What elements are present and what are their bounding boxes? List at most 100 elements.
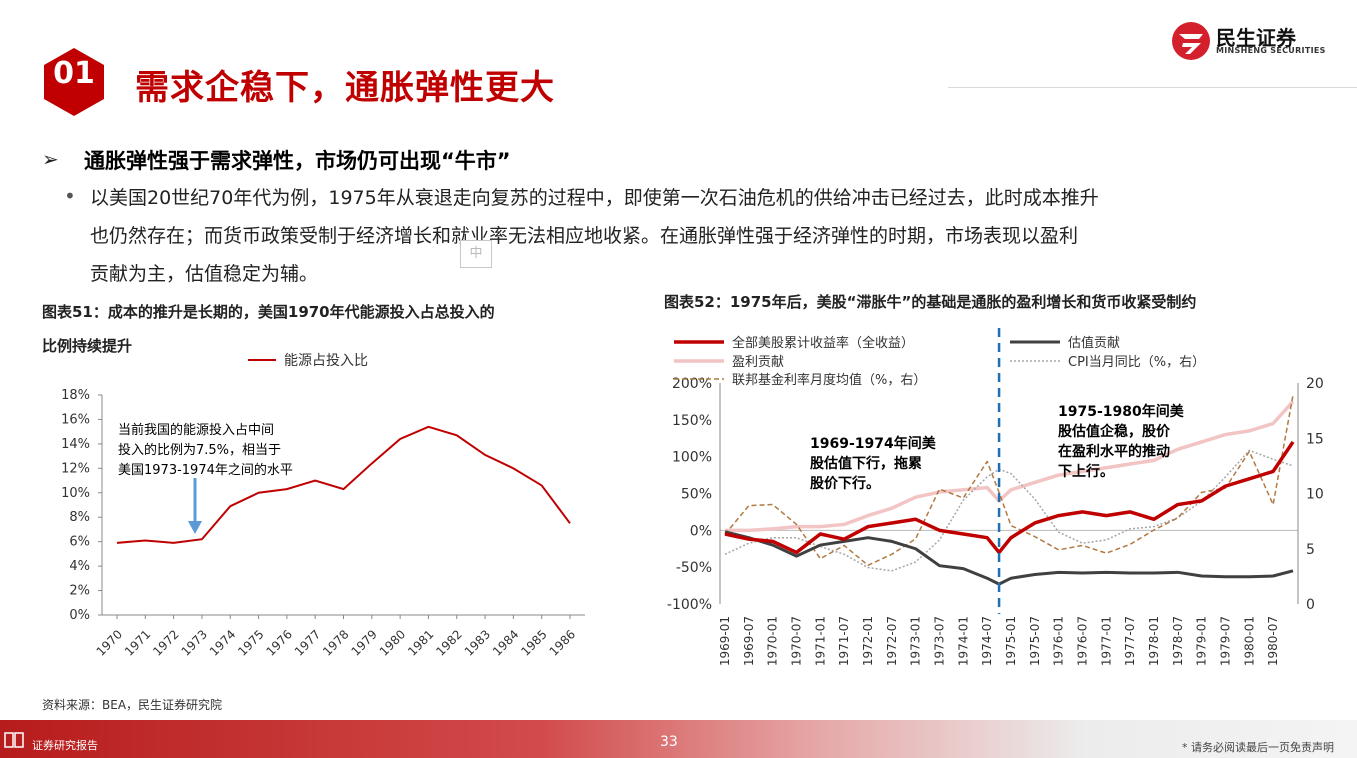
chart2-right-tick-label: 0 bbox=[1306, 597, 1315, 613]
chart2-series-line bbox=[725, 400, 1295, 533]
annotation-right-line-1: 1975-1980年间美 bbox=[1058, 403, 1185, 420]
footer-label: 证券研究报告 bbox=[32, 739, 98, 752]
chart2-x-tick-label: 1978-07 bbox=[1171, 616, 1185, 666]
section-heading: 通胀弹性强于需求弹性，市场仍可出现“牛市” bbox=[84, 149, 511, 173]
chart1-y-tick-label: 10% bbox=[61, 486, 90, 501]
title-divider bbox=[948, 87, 1357, 88]
chart2-x-tick-label: 1974-01 bbox=[956, 616, 970, 666]
page-title: 需求企稳下，通胀弹性更大 bbox=[135, 68, 555, 108]
chart1-x-tick-label: 1972 bbox=[150, 627, 181, 658]
chart2-x-tick-label: 1977-01 bbox=[1099, 616, 1113, 666]
section-number: 01 bbox=[53, 56, 95, 91]
chart1-series bbox=[116, 425, 571, 544]
chart2-annotation-left: 1969-1974年间美 股估值下行，拖累 股价下行。 bbox=[810, 435, 937, 492]
chart1-x-tick-label: 1983 bbox=[462, 627, 493, 658]
book-icon bbox=[4, 732, 24, 748]
chart2-axes bbox=[719, 383, 1299, 604]
chart1-x-tick-label: 1981 bbox=[405, 627, 436, 658]
annotation-left-line-1: 1969-1974年间美 bbox=[810, 435, 937, 452]
logo-name: 民生证券 bbox=[1216, 26, 1296, 50]
chart2-x-tick-label: 1973-07 bbox=[932, 616, 946, 666]
section-badge bbox=[44, 48, 104, 116]
chart2-x-tick-label: 1976-01 bbox=[1052, 616, 1066, 666]
chart2-x-tick-label: 1971-01 bbox=[813, 616, 827, 666]
chart2-series bbox=[724, 395, 1295, 586]
chart2-x-tick-label: 1974-07 bbox=[980, 616, 994, 666]
body-line-2: 也仍然存在；而货币政策受制于经济增长和就业率无法相应地收紧。在通胀弹性强于经济弹… bbox=[90, 225, 1079, 247]
chart2-x-tick-label: 1980-07 bbox=[1266, 616, 1280, 666]
chart2-left-tick-label: 100% bbox=[672, 450, 712, 466]
annotation-line-3: 美国1973-1974年之间的水平 bbox=[118, 462, 293, 478]
logo-icon bbox=[1172, 22, 1210, 60]
chart1-x-tick-labels: 1970197119721973197419751976197719781979… bbox=[94, 627, 578, 658]
chart2-x-tick-label: 1978-01 bbox=[1147, 616, 1161, 666]
chart1-axes bbox=[98, 394, 585, 619]
chart1-x-tick-label: 1975 bbox=[235, 627, 266, 658]
chart2-series-line bbox=[724, 440, 1295, 555]
chart1-legend-label: 能源占投入比 bbox=[284, 353, 368, 369]
chart2-right-tick-label: 10 bbox=[1306, 487, 1324, 503]
chart2-series-line bbox=[724, 449, 1294, 572]
chart2-right-tick-labels: 20 15 10 5 0 bbox=[1306, 376, 1324, 613]
chart2-x-tick-label: 1972-01 bbox=[861, 616, 875, 666]
chart1-y-tick-label: 12% bbox=[61, 461, 90, 476]
annotation-right-line-4: 下上行。 bbox=[1058, 463, 1114, 480]
chart1-x-tick-label: 1985 bbox=[518, 627, 549, 658]
chart1-x-tick-label: 1978 bbox=[320, 627, 351, 658]
chart2-legend-label: CPI当月同比（%，右） bbox=[1068, 355, 1205, 370]
chart1-y-tick-label: 0% bbox=[69, 608, 90, 623]
chart2-x-tick-label: 1969-07 bbox=[742, 616, 756, 666]
chart2-x-tick-label: 1969-01 bbox=[718, 616, 732, 666]
chart1-x-tick-label: 1976 bbox=[263, 627, 294, 658]
chart1-x-tick-label: 1984 bbox=[490, 627, 521, 658]
chart2-x-tick-label: 1970-01 bbox=[766, 616, 780, 666]
chart1-annotation: 当前我国的能源投入占中间 投入的比例为7.5%，相当于 美国1973-1974年… bbox=[118, 422, 293, 478]
annotation-left-line-2: 股估值下行，拖累 bbox=[810, 455, 922, 472]
ime-indicator[interactable]: 中 bbox=[460, 240, 492, 268]
chart1-x-tick-label: 1977 bbox=[292, 627, 323, 658]
disclaimer[interactable]: * 请务必阅读最后一页免责声明 bbox=[1182, 741, 1334, 754]
chart1-x-tick-label: 1982 bbox=[433, 627, 464, 658]
chart2-series-line bbox=[724, 530, 1294, 586]
chart2-left-tick-label: -50% bbox=[676, 560, 712, 576]
chart2-x-tick-label: 1975-01 bbox=[1004, 616, 1018, 666]
chart2-right-tick-label: 5 bbox=[1306, 542, 1315, 558]
chart1-y-tick-label: 16% bbox=[61, 412, 90, 427]
chart2-x-tick-label: 1973-01 bbox=[909, 616, 923, 666]
chart2-x-tick-labels: 1969-01 1969-07 1970-01 1970-07 1971-01 1971-… bbox=[718, 616, 1280, 666]
chart2-x-tick-label: 1975-07 bbox=[1028, 616, 1042, 666]
chart1-x-tick-label: 1980 bbox=[377, 627, 408, 658]
figure51-caption-line1: 图表51：成本的推升是长期的，美国1970年代能源投入占总投入的 bbox=[42, 303, 495, 321]
chart1-x-tick-label: 1970 bbox=[94, 627, 125, 658]
chart2-legend-label: 盈利贡献 bbox=[732, 355, 784, 370]
chart-energy-share: 0%2%4%6%8%10%12%14%16%18% 19701971197219… bbox=[61, 353, 585, 659]
chart2-annotation-right: 1975-1980年间美 股估值企稳，股价 在盈利水平的推动 下上行。 bbox=[1058, 403, 1185, 480]
chart2-x-tick-label: 1972-07 bbox=[885, 616, 899, 666]
chart1-x-tick-label: 1974 bbox=[207, 627, 238, 658]
page-number: 33 bbox=[660, 734, 678, 750]
chart2-x-tick-label: 1971-07 bbox=[837, 616, 851, 666]
chart2-legend-label: 全部美股累计收益率（全收益） bbox=[732, 335, 914, 351]
chart2-left-tick-labels: 200% 150% 100% 50% 0% -50% -100% bbox=[667, 376, 712, 613]
chart1-legend: 能源占投入比 bbox=[248, 353, 368, 369]
annotation-line-2: 投入的比例为7.5%，相当于 bbox=[118, 442, 281, 458]
chart1-y-tick-labels: 0% 2% 4% 6% 8% 10% 12% 14% 16% 18% bbox=[61, 388, 90, 623]
annotation-line-1: 当前我国的能源投入占中间 bbox=[118, 422, 274, 438]
chart2-left-tick-label: 50% bbox=[681, 487, 712, 503]
bullet-dot-icon: • bbox=[64, 184, 76, 208]
chart2-x-tick-label: 1977-07 bbox=[1123, 616, 1137, 666]
annotation-right-line-2: 股估值企稳，股价 bbox=[1058, 423, 1171, 440]
bullet-arrow-icon: ➢ bbox=[42, 147, 59, 171]
chart1-x-tick-label: 1979 bbox=[348, 627, 379, 658]
chart1-y-tick-label: 14% bbox=[61, 437, 90, 452]
chart1-y-tick-label: 6% bbox=[69, 535, 90, 550]
chart2-left-tick-label: -100% bbox=[667, 597, 712, 613]
chart2-right-tick-label: 15 bbox=[1306, 431, 1324, 447]
body-line-1: 以美国20世纪70年代为例，1975年从衰退走向复苏的过程中，即使第一次石油危机… bbox=[90, 187, 1099, 209]
annotation-left-line-3: 股价下行。 bbox=[810, 475, 880, 492]
chart1-y-tick-label: 2% bbox=[69, 584, 90, 599]
chart2-legend-label: 联邦基金利率月度均值（%，右） bbox=[732, 372, 926, 388]
chart2-left-tick-label: 150% bbox=[672, 413, 712, 429]
chart2-left-tick-label: 200% bbox=[672, 376, 712, 392]
chart1-y-tick-label: 8% bbox=[69, 510, 90, 525]
